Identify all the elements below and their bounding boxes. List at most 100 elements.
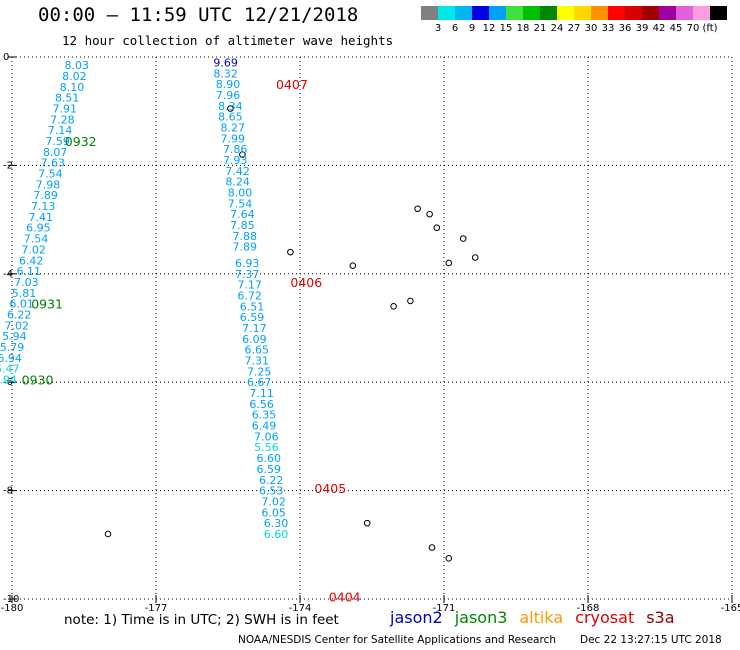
wave-height-value: 8.03	[65, 59, 90, 72]
color-swatch	[455, 6, 472, 20]
wave-height-value: 6.60	[257, 452, 282, 465]
island-outline	[445, 555, 453, 562]
credit-line: NOAA/NESDIS Center for Satellite Applica…	[238, 634, 556, 646]
wave-height-value: 5.56	[254, 441, 279, 454]
wave-height-value: 8.10	[60, 81, 85, 94]
x-tick-label: -177	[145, 603, 168, 614]
wave-height-value: 7.14	[48, 124, 73, 137]
wave-height-value: 7.89	[233, 241, 258, 254]
color-swatch	[608, 6, 625, 20]
legend-entry-jason2: jason2	[390, 608, 443, 627]
wave-height-value: 7.54	[228, 197, 253, 210]
color-swatch	[489, 6, 506, 20]
wave-height-value: 6.11	[17, 265, 42, 278]
color-swatch	[421, 6, 438, 20]
wave-height-value: 8.02	[62, 70, 87, 83]
wave-height-value: 6.95	[26, 222, 51, 235]
wave-height-value: 8.00	[228, 187, 253, 200]
x-tick-label: -171	[433, 603, 456, 614]
color-scale-label: 27	[567, 23, 581, 34]
pass-time-label: 0930	[22, 372, 54, 387]
wave-height-value: 8.34	[218, 100, 243, 113]
wave-height-value: 7.02	[5, 319, 30, 332]
color-scale-label: 12	[482, 23, 496, 34]
y-tick-label: -10	[3, 594, 19, 605]
color-swatch	[506, 6, 523, 20]
wave-height-value: 6.35	[252, 409, 277, 422]
wave-height-value: 7.42	[225, 165, 250, 178]
color-swatch	[642, 6, 659, 20]
wave-height-value: 6.22	[259, 474, 284, 487]
wave-height-value: 5.81	[12, 287, 37, 300]
wave-height-value: 7.54	[38, 168, 63, 181]
wave-height-value: 6.93	[235, 257, 260, 270]
satellite-legend: jason2 jason3 altika cryosat s3a	[390, 608, 687, 627]
legend-entry-altika: altika	[519, 608, 564, 627]
wave-height-value: 6.59	[257, 463, 282, 476]
wave-height-value: 8.24	[225, 176, 250, 189]
island-outline	[428, 544, 436, 551]
wave-height-value: 6.60	[264, 528, 289, 541]
wave-height-value: 7.91	[53, 102, 78, 115]
pass-time-label: 0932	[65, 134, 97, 149]
wave-height-value: 7.54	[24, 233, 49, 246]
y-tick-label: -2	[3, 160, 13, 171]
island-outline	[349, 262, 357, 269]
wave-height-value: 8.07	[43, 146, 68, 159]
island-outline	[471, 254, 479, 261]
color-swatch	[438, 6, 455, 20]
wave-height-value: 8.90	[216, 78, 241, 91]
pass-time-label: 0405	[314, 481, 346, 496]
color-scale-label: (ft)	[702, 23, 718, 34]
wave-height-value: 7.86	[223, 143, 248, 156]
color-scale-label: 30	[584, 23, 598, 34]
island-outline	[239, 151, 246, 158]
wave-height-value: 6.01	[9, 298, 34, 311]
color-swatch	[710, 6, 727, 20]
pass-time-label: 0406	[290, 275, 322, 290]
color-swatch	[591, 6, 608, 20]
wave-height-value: 6.09	[242, 333, 267, 346]
color-scale-label: 36	[618, 23, 632, 34]
y-tick-label: -4	[3, 269, 13, 280]
wave-height-value: 6.42	[19, 254, 44, 267]
x-tick-label: -165	[721, 603, 740, 614]
island-outline	[287, 248, 294, 256]
wave-height-value: 6.72	[237, 289, 262, 302]
color-swatch	[693, 6, 710, 20]
wave-height-value: 7.63	[41, 157, 66, 170]
wave-height-value: 6.56	[249, 398, 274, 411]
wave-height-value: 7.41	[29, 211, 54, 224]
wave-height-value: 6.30	[264, 517, 289, 530]
wave-height-value: 7.99	[221, 132, 246, 145]
wave-height-value: 9.69	[213, 56, 238, 69]
footer-note: note: 1) Time is in UTC; 2) SWH is in fe…	[64, 612, 339, 628]
pass-time-label: 0404	[329, 589, 361, 604]
wave-height-value: 7.28	[50, 113, 75, 126]
pass-time-label: 0931	[31, 297, 63, 312]
wave-height-value: 6.94	[0, 352, 22, 365]
wave-height-value: 6.67	[247, 376, 272, 389]
wave-height-value: 7.11	[249, 387, 274, 400]
wave-height-value: 8.27	[221, 121, 246, 134]
color-scale-label: 6	[451, 23, 459, 34]
color-scale-label: 9	[468, 23, 476, 34]
grid-lines	[8, 56, 733, 603]
y-tick-label: -6	[3, 377, 13, 388]
color-scale-label: 39	[635, 23, 649, 34]
y-tick-label: -8	[3, 486, 13, 497]
color-scale-label: 15	[499, 23, 513, 34]
wave-height-value: 6.65	[245, 344, 270, 357]
wave-height-value: 5.47	[0, 363, 19, 376]
color-swatch	[540, 6, 557, 20]
wave-height-value: 7.31	[245, 355, 270, 368]
wave-height-value: 7.37	[235, 268, 260, 281]
color-scale-label: 18	[516, 23, 530, 34]
island-outline	[433, 224, 441, 232]
color-swatch	[676, 6, 693, 20]
wave-height-value: 7.89	[33, 189, 58, 202]
island-outlines	[104, 105, 479, 562]
wave-height-value: 5.79	[0, 341, 24, 354]
island-outline	[414, 205, 421, 213]
